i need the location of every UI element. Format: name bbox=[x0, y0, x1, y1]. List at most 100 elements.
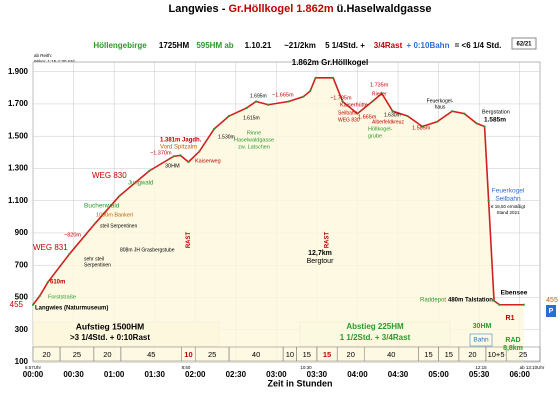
waypoint bbox=[213, 127, 216, 131]
annotation: Feuerkogel- bbox=[427, 98, 454, 104]
waypoint bbox=[341, 100, 344, 103]
y-tick-label: 1.500 bbox=[8, 131, 29, 140]
annotation: Langwies (Naturmuseum) bbox=[35, 306, 108, 312]
rest-label: RAST bbox=[186, 232, 192, 249]
bahn-box bbox=[469, 333, 493, 347]
annotation: ~1.370m bbox=[150, 150, 172, 156]
waypoint bbox=[451, 110, 454, 113]
waypoint bbox=[198, 150, 201, 153]
x-tick-label: 02:30 bbox=[226, 370, 247, 379]
segment-label: 10 bbox=[286, 350, 294, 359]
waypoint bbox=[267, 103, 270, 106]
waypoint bbox=[118, 194, 121, 197]
x-tick-label: 05:00 bbox=[428, 370, 449, 379]
info-item: 1725HM bbox=[159, 41, 190, 50]
annotation: Aufstieg 1500HM bbox=[76, 321, 145, 331]
rest-label: RAST bbox=[325, 232, 331, 249]
info-item: 5 1/4Std. + bbox=[325, 41, 365, 50]
annotation: Buchenwald bbox=[84, 203, 120, 210]
waypoint bbox=[406, 114, 409, 118]
annotation: € 16,50 ermäßigt bbox=[491, 204, 526, 209]
x-axis-label: Zeit in Stunden bbox=[268, 378, 333, 388]
waypoint bbox=[492, 299, 496, 302]
annotation: P bbox=[549, 308, 554, 315]
annotation: Raddepot bbox=[420, 298, 446, 304]
annotation: WEG 830 bbox=[338, 117, 360, 123]
waypoint bbox=[31, 303, 35, 306]
annotation: 1.530m bbox=[218, 134, 235, 140]
annotation: ~820m bbox=[64, 232, 81, 238]
annotation: 480m Talstation bbox=[448, 298, 493, 304]
annotation: 455 bbox=[10, 300, 24, 309]
badge: 62/21 bbox=[516, 42, 532, 48]
annotation: 8:50 bbox=[182, 365, 191, 370]
annotation: steil Serpentinen bbox=[100, 223, 137, 229]
waypoint bbox=[314, 76, 317, 79]
y-tick-label: 900 bbox=[15, 228, 29, 237]
annotation: Serpentinen bbox=[84, 262, 111, 268]
segment-label: 45 bbox=[147, 350, 155, 359]
annotation: zw. Latschen bbox=[238, 144, 270, 150]
info-item: 3/4Rast bbox=[374, 41, 403, 50]
badge-box bbox=[511, 37, 537, 50]
annotation: Vord.Spitzalm bbox=[160, 145, 197, 151]
y-tick-label: 1.700 bbox=[8, 99, 29, 108]
annotation: 12:15 bbox=[475, 365, 487, 370]
annotation: 1.735m bbox=[370, 82, 389, 88]
x-tick-label: 04:30 bbox=[388, 370, 409, 379]
waypoint bbox=[302, 95, 305, 98]
annotation: ab 13:10Uhr bbox=[520, 365, 545, 370]
annotation: 1.630m bbox=[384, 112, 401, 118]
annotation: RAD bbox=[505, 337, 520, 344]
annotation: Bergtour bbox=[307, 258, 335, 265]
segment-label: 10 bbox=[184, 350, 192, 359]
annotation: ~1.785m bbox=[330, 95, 352, 101]
annotation: 1.615m bbox=[243, 115, 260, 121]
segment-label: 20 bbox=[103, 350, 111, 359]
x-tick-label: 01:00 bbox=[104, 370, 125, 379]
annotation: 6:57Uhr bbox=[25, 365, 42, 370]
annotation: grube bbox=[368, 133, 382, 139]
waypoint bbox=[522, 303, 525, 306]
annotation: 808m JH Grasbergstube bbox=[120, 247, 175, 253]
waypoint bbox=[380, 92, 383, 95]
info-item: Höllengebirge bbox=[93, 41, 147, 50]
annotation: Forststraße bbox=[48, 294, 76, 300]
waypoint bbox=[172, 155, 175, 158]
info-item: 595HM ab bbox=[196, 41, 233, 50]
waypoint bbox=[483, 125, 486, 128]
annotation: 1.665m bbox=[358, 114, 377, 120]
waypoint bbox=[68, 252, 71, 256]
parking-sign bbox=[546, 305, 556, 317]
title-part: Langwies - bbox=[169, 3, 229, 15]
y-tick-label: 1.300 bbox=[8, 164, 29, 173]
y-tick-label: 1.900 bbox=[8, 67, 29, 76]
annotation: 1.381m Jagdh. bbox=[160, 138, 202, 144]
x-tick-label: 05:30 bbox=[469, 370, 490, 379]
annotation: WEG 830 bbox=[92, 171, 127, 180]
annotation: Haselwaldgasse bbox=[234, 137, 274, 143]
segment-label: 20 bbox=[347, 350, 355, 359]
annotation: >3 1/4Std. + 0:10Rast bbox=[70, 333, 150, 342]
waypoint bbox=[94, 222, 97, 225]
waypoint bbox=[254, 100, 258, 103]
x-tick-label: 00:30 bbox=[63, 370, 84, 379]
title-part: ü.Haselwaldgasse bbox=[334, 3, 432, 15]
waypoint bbox=[309, 89, 312, 93]
waypoint bbox=[475, 122, 478, 125]
waypoint bbox=[38, 294, 41, 297]
segment-label: 10+5 bbox=[488, 350, 505, 359]
segment-label: 20 bbox=[468, 350, 476, 359]
waypoint bbox=[436, 120, 439, 123]
annotation: haus bbox=[435, 104, 446, 110]
annotation: Alberfeldkreuz bbox=[372, 119, 404, 125]
profile-area bbox=[33, 77, 524, 362]
segment-label: 15 bbox=[323, 350, 331, 359]
annotation: 610m bbox=[50, 280, 65, 286]
segment-label: 25 bbox=[519, 350, 527, 359]
x-tick-label: 00:00 bbox=[23, 370, 44, 379]
annotation: 12,7km bbox=[308, 250, 332, 257]
info-item: = <6 1/4 Std. bbox=[455, 41, 502, 50]
info-item: + 0:10Bahn bbox=[407, 41, 450, 50]
